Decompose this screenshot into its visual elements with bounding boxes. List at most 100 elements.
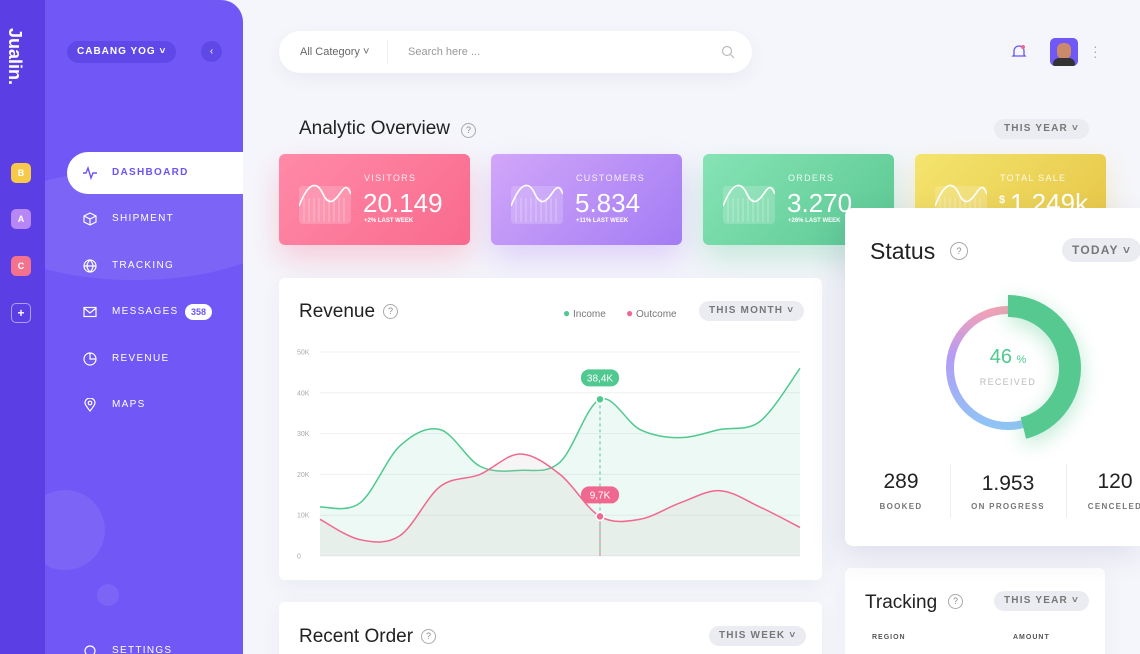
stat-value: 1.953 — [981, 472, 1035, 495]
tracking-panel — [845, 568, 1105, 654]
stat-value: 289 — [883, 470, 919, 493]
card-illustration — [511, 184, 563, 224]
y-tick-label: 20K — [297, 472, 310, 479]
legend-label: Income — [573, 309, 606, 320]
stat-value: 120 — [1097, 470, 1133, 493]
period-select[interactable]: THIS YEAR ˅ — [994, 119, 1089, 139]
value-label-bg — [581, 486, 619, 504]
card-label: VISITORS — [364, 173, 417, 183]
card-change: +11% LAST WEEK — [576, 218, 629, 224]
stat-label: BOOKED — [879, 502, 923, 511]
nav-item[interactable]: MAPS — [67, 384, 243, 426]
notification-bell[interactable] — [1011, 44, 1027, 60]
card-label: TOTAL SALE — [1000, 173, 1067, 183]
avatar[interactable] — [1050, 38, 1078, 66]
add-workspace[interactable]: + — [11, 303, 31, 323]
period-select[interactable]: THIS MONTH ˅ — [699, 301, 805, 321]
point — [595, 511, 605, 522]
nav-item[interactable]: SETTINGS — [67, 630, 243, 654]
legend-item: ● Income — [563, 306, 606, 320]
icon — [84, 645, 96, 654]
card-value: 3.270 — [787, 188, 853, 218]
help-icon[interactable]: ? — [950, 242, 968, 260]
nav-label: MAPS — [112, 399, 146, 410]
card-illustration-curve — [935, 184, 987, 207]
icon — [84, 398, 96, 412]
search-bar[interactable]: All Category ˅ Search here ... — [279, 31, 752, 73]
column-header: REGION — [872, 634, 906, 641]
legend-item: ● Outcome — [626, 306, 677, 320]
more-menu[interactable]: · · · — [1093, 38, 1098, 64]
nav-item[interactable]: DASHBOARD — [67, 152, 243, 194]
percent-unit: % — [1016, 354, 1027, 366]
line — [319, 453, 801, 543]
divider — [387, 40, 388, 64]
help-icon[interactable]: ? — [383, 304, 398, 319]
brand: Jualin. — [5, 28, 25, 86]
section-title: Status — [870, 238, 936, 264]
card-illustration — [723, 184, 775, 224]
card-label: ORDERS — [788, 173, 835, 183]
search-icon — [721, 45, 735, 59]
user-menu-label: CABANG YOG — [77, 46, 156, 57]
nav-item[interactable]: MESSAGES 358 — [67, 291, 243, 333]
card-value: 5.834 — [575, 188, 641, 218]
nav-label: SHIPMENT — [112, 213, 175, 224]
help-icon[interactable]: ? — [948, 594, 963, 609]
line — [319, 367, 801, 510]
area — [320, 454, 800, 556]
divider — [1066, 464, 1067, 518]
y-tick-label: 0 — [297, 554, 301, 561]
icon — [83, 352, 97, 366]
period-select[interactable]: THIS WEEK ˅ — [709, 626, 807, 646]
message-badge: 358 — [185, 304, 213, 320]
period-label: THIS MONTH — [709, 305, 784, 316]
icon — [83, 259, 97, 273]
search-placeholder: Search here ... — [408, 46, 481, 58]
nav-label: SETTINGS — [112, 645, 173, 654]
user-menu[interactable]: CABANG YOG ˅ — [67, 41, 177, 63]
stat-label: ON PROGRESS — [971, 502, 1045, 511]
period-select[interactable]: TODAY ˅ — [1062, 238, 1140, 262]
help-icon[interactable]: ? — [461, 123, 476, 138]
nav-label: DASHBOARD — [112, 167, 189, 178]
y-tick-label: 10K — [297, 513, 310, 520]
period-select[interactable]: THIS YEAR ˅ — [994, 591, 1089, 611]
period-label: THIS WEEK — [719, 630, 786, 641]
stat-label: CENCELED — [1087, 502, 1140, 511]
value-label: 9,7K — [590, 490, 611, 501]
legend-label: Outcome — [636, 309, 677, 320]
point — [595, 394, 605, 405]
column-header: AMOUNT — [1013, 634, 1050, 641]
icon — [83, 212, 97, 226]
y-tick-label: 30K — [297, 431, 310, 438]
help-icon[interactable]: ? — [421, 629, 436, 644]
value-label-bg — [581, 369, 619, 387]
category-select[interactable]: All Category ˅ — [300, 46, 370, 58]
y-tick-label: 50K — [297, 350, 310, 357]
nav-item[interactable]: TRACKING — [67, 245, 243, 287]
y-tick-label: 40K — [297, 390, 310, 397]
percent-label: RECEIVED — [979, 377, 1037, 387]
status-donut — [946, 295, 1081, 439]
value-label: 38,4K — [587, 373, 613, 384]
decoration — [97, 584, 119, 606]
stat-card: VISITORS 20.149 +2% LAST WEEK — [279, 154, 470, 245]
collapse-button[interactable]: ‹ — [201, 41, 222, 62]
section-title: Analytic Overview — [299, 118, 450, 139]
workspace-badge[interactable]: C — [11, 256, 31, 276]
workspace-badge[interactable]: B — [11, 163, 31, 183]
divider — [950, 464, 951, 518]
nav-item[interactable]: SHIPMENT — [67, 198, 243, 240]
period-label: THIS YEAR — [1004, 123, 1068, 134]
donut-segment — [1007, 295, 1081, 439]
nav-label: TRACKING — [112, 260, 175, 271]
nav-label: MESSAGES — [112, 306, 179, 317]
section-title: Tracking — [865, 592, 938, 613]
nav-item[interactable]: REVENUE — [67, 338, 243, 380]
workspace-badge[interactable]: A — [11, 209, 31, 229]
card-change: +2% LAST WEEK — [364, 218, 414, 224]
period-label: THIS YEAR — [1004, 595, 1068, 606]
